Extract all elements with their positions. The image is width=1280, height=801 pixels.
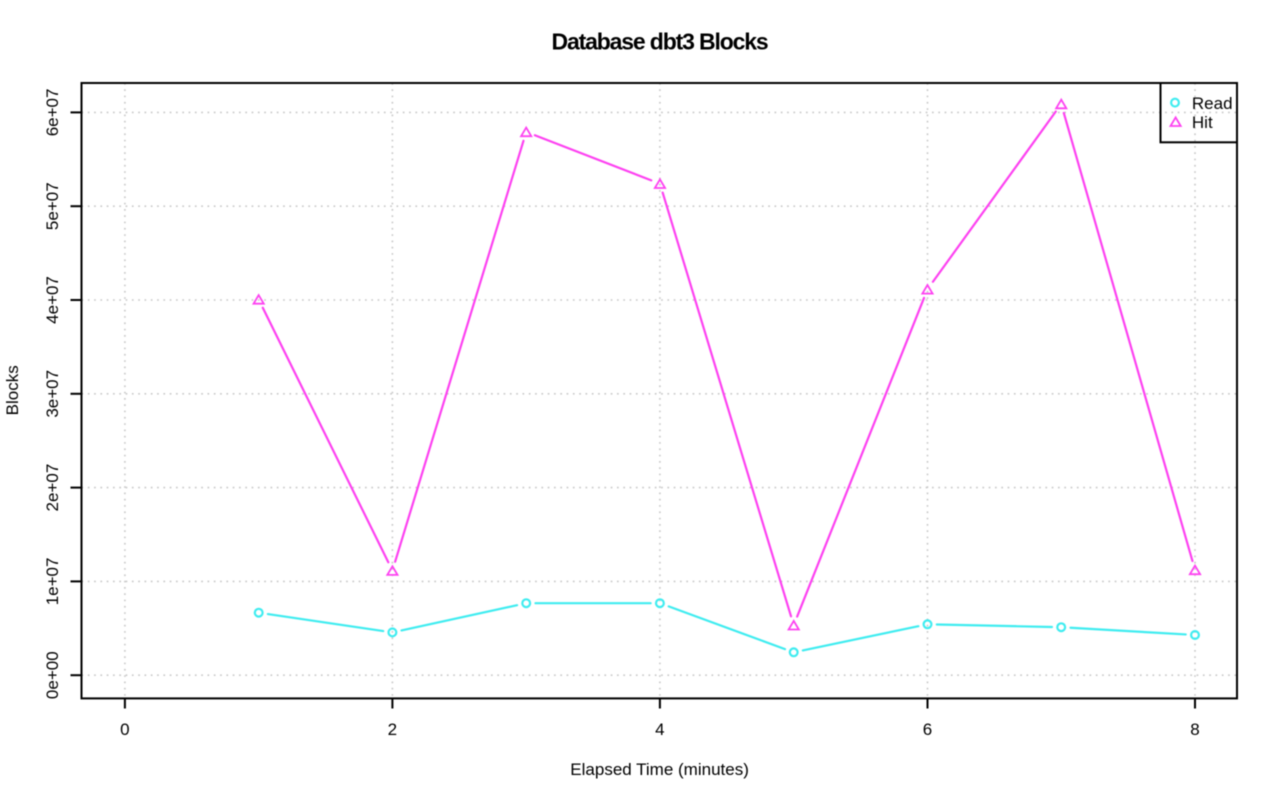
svg-text:Elapsed Time (minutes): Elapsed Time (minutes) — [570, 760, 749, 779]
svg-text:1e+07: 1e+07 — [43, 558, 62, 606]
svg-text:0e+00: 0e+00 — [43, 651, 62, 699]
svg-text:2e+07: 2e+07 — [43, 464, 62, 512]
svg-text:Database dbt3 Blocks: Database dbt3 Blocks — [551, 29, 767, 55]
svg-text:6: 6 — [923, 720, 932, 739]
svg-text:5e+07: 5e+07 — [43, 182, 62, 230]
svg-text:4: 4 — [655, 720, 664, 739]
svg-text:Hit: Hit — [1192, 113, 1213, 132]
svg-text:3e+07: 3e+07 — [43, 370, 62, 418]
svg-text:Read: Read — [1192, 94, 1233, 113]
svg-text:0: 0 — [120, 720, 129, 739]
svg-text:8: 8 — [1190, 720, 1199, 739]
svg-text:6e+07: 6e+07 — [43, 89, 62, 137]
svg-text:Blocks: Blocks — [3, 365, 22, 415]
svg-text:4e+07: 4e+07 — [43, 276, 62, 324]
svg-text:2: 2 — [388, 720, 397, 739]
